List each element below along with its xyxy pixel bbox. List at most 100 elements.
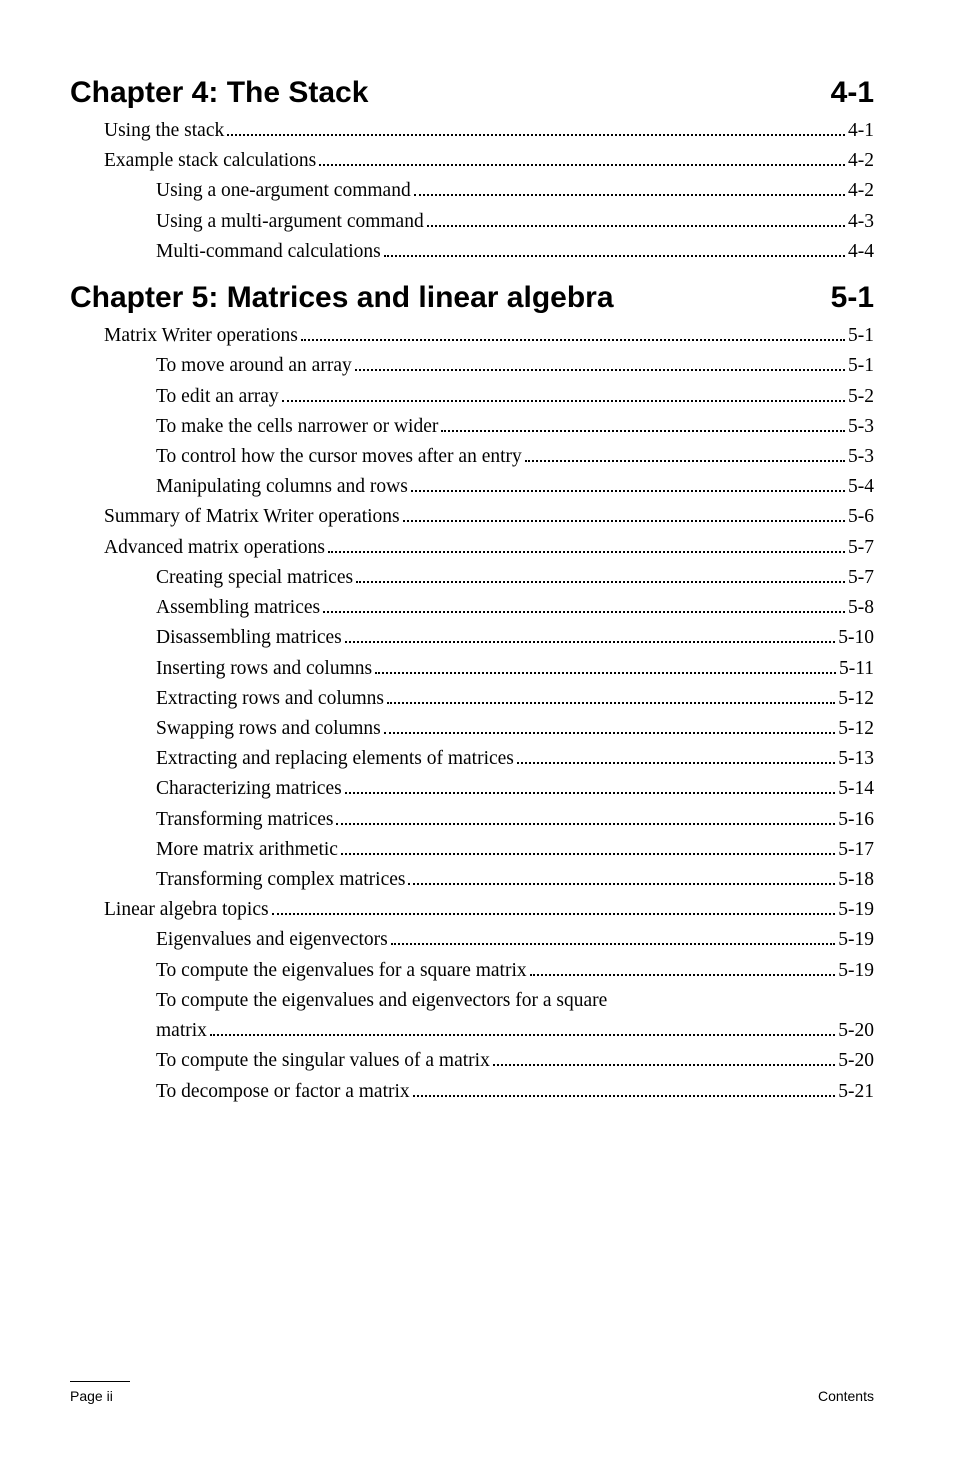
toc-entry-page: 5-19 xyxy=(838,956,874,986)
toc-entry: To compute the eigenvalues and eigenvect… xyxy=(70,986,874,1016)
toc-leader-dots xyxy=(517,762,835,764)
toc-entry: Using a multi-argument command4-3 xyxy=(70,207,874,237)
toc-entry-page: 4-2 xyxy=(848,146,874,176)
toc-entry-page: 5-16 xyxy=(838,805,874,835)
toc-leader-dots xyxy=(384,255,845,257)
toc-entry-label: Using the stack xyxy=(104,116,224,146)
toc-entry-page: 5-14 xyxy=(838,774,874,804)
toc-entry-label: To edit an array xyxy=(156,382,279,412)
toc-entry-label: Inserting rows and columns xyxy=(156,654,372,684)
toc-entry-page: 5-19 xyxy=(838,925,874,955)
toc-leader-dots xyxy=(319,164,845,166)
toc-entry-label: matrix xyxy=(156,1016,207,1046)
toc-entry-label: Swapping rows and columns xyxy=(156,714,381,744)
toc-leader-dots xyxy=(375,672,836,674)
toc-entry: Summary of Matrix Writer operations5-6 xyxy=(70,502,874,532)
toc-entry: Multi-command calculations4-4 xyxy=(70,237,874,267)
chapter-5-header: Chapter 5: Matrices and linear algebra 5… xyxy=(70,281,874,315)
toc-entry-label: Advanced matrix operations xyxy=(104,533,325,563)
toc-entry-page: 5-2 xyxy=(848,382,874,412)
toc-leader-dots xyxy=(391,943,836,945)
toc-entry-page: 5-3 xyxy=(848,412,874,442)
toc-entry-label: More matrix arithmetic xyxy=(156,835,338,865)
toc-entry: Transforming complex matrices 5-18 xyxy=(70,865,874,895)
toc-entry: To decompose or factor a matrix 5-21 xyxy=(70,1077,874,1107)
toc-entry-label: Transforming complex matrices xyxy=(156,865,405,895)
toc-entry-label: Creating special matrices xyxy=(156,563,353,593)
toc-leader-dots xyxy=(345,641,835,643)
toc-leader-dots xyxy=(493,1064,835,1066)
toc-entry-label: Using a multi-argument command xyxy=(156,207,424,237)
toc-entry-page: 5-13 xyxy=(838,744,874,774)
chapter-4-title: Chapter 4: The Stack xyxy=(70,76,368,110)
toc-entry-label: To compute the eigenvalues for a square … xyxy=(156,956,527,986)
toc-leader-dots xyxy=(441,430,845,432)
toc-entry-page: 4-2 xyxy=(848,176,874,206)
toc-entry: To edit an array 5-2 xyxy=(70,382,874,412)
toc-entry: Extracting rows and columns5-12 xyxy=(70,684,874,714)
toc-entry: Advanced matrix operations5-7 xyxy=(70,533,874,563)
chapter-5-title: Chapter 5: Matrices and linear algebra xyxy=(70,281,614,315)
toc-leader-dots xyxy=(384,732,835,734)
toc-entry: matrix 5-20 xyxy=(70,1016,874,1046)
toc-entry-label: Matrix Writer operations xyxy=(104,321,298,351)
toc-entry-page: 4-1 xyxy=(848,116,874,146)
toc-entry-label: Assembling matrices xyxy=(156,593,320,623)
toc-leader-dots xyxy=(345,792,836,794)
page-footer: Page ii Contents xyxy=(70,1375,874,1404)
toc-entry-label: Transforming matrices xyxy=(156,805,333,835)
toc-entry-label: To make the cells narrower or wider xyxy=(156,412,438,442)
chapter-5-page: 5-1 xyxy=(831,281,874,315)
toc-entry: Assembling matrices 5-8 xyxy=(70,593,874,623)
toc-entry: To make the cells narrower or wider 5-3 xyxy=(70,412,874,442)
toc-entry-label: To decompose or factor a matrix xyxy=(156,1077,410,1107)
chapter-4-header: Chapter 4: The Stack 4-1 xyxy=(70,76,874,110)
toc-entry-page: 5-21 xyxy=(838,1077,874,1107)
toc-entry: To compute the singular values of a matr… xyxy=(70,1046,874,1076)
toc-entry-page: 5-6 xyxy=(848,502,874,532)
toc-entry-page: 5-8 xyxy=(848,593,874,623)
toc-entry-page: 5-1 xyxy=(848,351,874,381)
toc-leader-dots xyxy=(530,974,836,976)
footer-page-number: Page ii xyxy=(70,1381,130,1404)
toc-entry-page: 5-20 xyxy=(838,1016,874,1046)
toc-entry: Manipulating columns and rows 5-4 xyxy=(70,472,874,502)
toc-entry-label: To compute the singular values of a matr… xyxy=(156,1046,490,1076)
toc-leader-dots xyxy=(341,853,835,855)
toc-entry-page: 5-3 xyxy=(848,442,874,472)
toc-entry-page: 5-12 xyxy=(838,684,874,714)
toc-entry-label: Disassembling matrices xyxy=(156,623,342,653)
toc-leader-dots xyxy=(387,702,835,704)
toc-entry-label: Example stack calculations xyxy=(104,146,316,176)
chapter-4-entries: Using the stack 4-1 Example stack calculat… xyxy=(70,116,874,267)
toc-entry-label: To move around an array xyxy=(156,351,352,381)
toc-leader-dots xyxy=(210,1034,835,1036)
toc-entry-page: 5-18 xyxy=(838,865,874,895)
toc-entry: To move around an array 5-1 xyxy=(70,351,874,381)
toc-entry: To control how the cursor moves after an… xyxy=(70,442,874,472)
toc-entry-label: Characterizing matrices xyxy=(156,774,342,804)
toc-entry-page: 5-7 xyxy=(848,563,874,593)
toc-entry-page: 5-1 xyxy=(848,321,874,351)
toc-leader-dots xyxy=(323,611,845,613)
toc-page: Chapter 4: The Stack 4-1 Using the stack… xyxy=(0,0,954,1107)
toc-leader-dots xyxy=(408,883,835,885)
toc-entry: Using the stack 4-1 xyxy=(70,116,874,146)
toc-leader-dots xyxy=(336,823,835,825)
toc-entry: Linear algebra topics5-19 xyxy=(70,895,874,925)
toc-entry-label: Using a one-argument command xyxy=(156,176,411,206)
toc-leader-dots xyxy=(411,490,845,492)
toc-leader-dots xyxy=(328,551,845,553)
toc-leader-dots xyxy=(414,194,845,196)
toc-entry-label: Manipulating columns and rows xyxy=(156,472,408,502)
toc-entry-page: 5-11 xyxy=(839,654,874,684)
toc-entry-label: To control how the cursor moves after an… xyxy=(156,442,522,472)
toc-entry-label: Eigenvalues and eigenvectors xyxy=(156,925,388,955)
toc-entry-label: Multi-command calculations xyxy=(156,237,381,267)
toc-entry: More matrix arithmetic5-17 xyxy=(70,835,874,865)
toc-entry: Using a one-argument command 4-2 xyxy=(70,176,874,206)
toc-entry-page: 5-4 xyxy=(848,472,874,502)
toc-leader-dots xyxy=(525,460,845,462)
toc-leader-dots xyxy=(356,581,845,583)
toc-entry-label: Extracting and replacing elements of mat… xyxy=(156,744,514,774)
